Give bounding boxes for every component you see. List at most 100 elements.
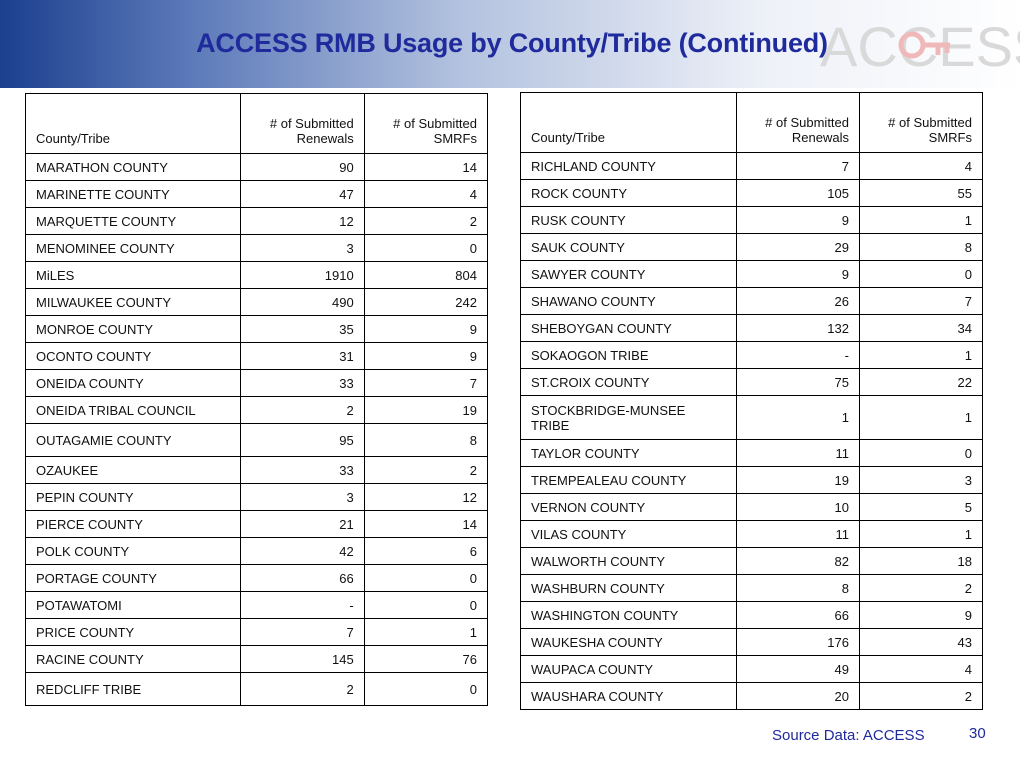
county-name-cell: POLK COUNTY	[24, 537, 242, 565]
smrfs-cell: 1	[859, 206, 983, 234]
smrfs-cell: 76	[363, 645, 489, 673]
smrfs-cell: 7	[363, 369, 489, 397]
county-name-cell: WAUPACA COUNTY	[520, 655, 737, 683]
table-row: VERNON COUNTY 10 5	[520, 493, 983, 521]
table-row: WASHINGTON COUNTY 66 9	[520, 601, 983, 629]
table-row: PRICE COUNTY 7 1	[24, 618, 489, 646]
renewals-cell: 132	[736, 314, 860, 342]
smrfs-cell: 242	[363, 288, 489, 316]
renewals-cell: 490	[240, 288, 365, 316]
renewals-cell: 2	[240, 396, 365, 424]
table-row: OUTAGAMIE COUNTY 95 8	[24, 423, 489, 457]
table-row: SAWYER COUNTY 9 0	[520, 260, 983, 288]
smrfs-cell: 3	[859, 466, 983, 494]
county-name-cell: OCONTO COUNTY	[24, 342, 242, 370]
table-row: WAUKESHA COUNTY 176 43	[520, 628, 983, 656]
renewals-cell: 49	[736, 655, 860, 683]
smrfs-cell: 1	[859, 520, 983, 548]
smrfs-cell: 18	[859, 547, 983, 575]
county-name-cell: STOCKBRIDGE-MUNSEE TRIBE	[520, 395, 737, 440]
table-row: WASHBURN COUNTY 8 2	[520, 574, 983, 602]
table-row: MiLES 1910 804	[24, 261, 489, 289]
county-name-cell: PORTAGE COUNTY	[24, 564, 242, 592]
table-row: MONROE COUNTY 35 9	[24, 315, 489, 343]
renewals-cell: 33	[240, 456, 365, 484]
county-name-cell: ROCK COUNTY	[520, 179, 737, 207]
smrfs-cell: 19	[363, 396, 489, 424]
key-icon	[898, 31, 950, 59]
smrfs-cell: 0	[363, 591, 489, 619]
smrfs-cell: 9	[363, 342, 489, 370]
smrfs-cell: 2	[859, 574, 983, 602]
county-name-cell: MONROE COUNTY	[24, 315, 242, 343]
county-name-cell: SHAWANO COUNTY	[520, 287, 737, 315]
county-name-cell: MENOMINEE COUNTY	[24, 234, 242, 262]
source-note: Source Data: ACCESS	[772, 727, 925, 744]
county-name-cell: MARATHON COUNTY	[24, 153, 242, 181]
smrfs-cell: 9	[859, 601, 983, 629]
renewals-cell: 3	[240, 234, 365, 262]
table-row: PIERCE COUNTY 21 14	[24, 510, 489, 538]
county-name-cell: WALWORTH COUNTY	[520, 547, 737, 575]
renewals-cell: 42	[240, 537, 365, 565]
smrfs-cell: 14	[363, 153, 489, 181]
renewals-cell: 66	[736, 601, 860, 629]
table-row: ST.CROIX COUNTY 75 22	[520, 368, 983, 396]
table-row: WALWORTH COUNTY 82 18	[520, 547, 983, 575]
smrfs-cell: 6	[363, 537, 489, 565]
table-row: MARQUETTE COUNTY 12 2	[24, 207, 489, 235]
county-name-cell: ONEIDA TRIBAL COUNCIL	[24, 396, 242, 424]
column-header-county: County/Tribe	[24, 93, 242, 154]
table-row: PEPIN COUNTY 3 12	[24, 483, 489, 511]
page-number: 30	[969, 725, 986, 742]
table-row: MARINETTE COUNTY 47 4	[24, 180, 489, 208]
renewals-cell: 20	[736, 682, 860, 710]
table-row: POTAWATOMI -0	[24, 591, 489, 619]
renewals-cell: 12	[240, 207, 365, 235]
table-row: POLK COUNTY 42 6	[24, 537, 489, 565]
table-row: TREMPEALEAU COUNTY 19 3	[520, 466, 983, 494]
county-name-cell: MILWAUKEE COUNTY	[24, 288, 242, 316]
renewals-cell: 33	[240, 369, 365, 397]
table-row: MARATHON COUNTY 90 14	[24, 153, 489, 181]
county-name-cell: PIERCE COUNTY	[24, 510, 242, 538]
slide-title: ACCESS RMB Usage by County/Tribe (Contin…	[196, 28, 828, 58]
county-name-cell: SOKAOGON TRIBE	[520, 341, 737, 369]
table-row: MILWAUKEE COUNTY 490 242	[24, 288, 489, 316]
renewals-cell: 2	[240, 672, 365, 706]
renewals-cell: 31	[240, 342, 365, 370]
table-row: ROCK COUNTY 105 55	[520, 179, 983, 207]
smrfs-cell: 4	[363, 180, 489, 208]
county-name-cell: SAUK COUNTY	[520, 233, 737, 261]
county-name-cell: REDCLIFF TRIBE	[24, 672, 242, 706]
renewals-cell: 11	[736, 439, 860, 467]
renewals-cell: 9	[736, 260, 860, 288]
renewals-cell: 47	[240, 180, 365, 208]
county-name-cell: OUTAGAMIE COUNTY	[24, 423, 242, 457]
table-row: PORTAGE COUNTY 66 0	[24, 564, 489, 592]
table-row: RICHLAND COUNTY 7 4	[520, 152, 983, 180]
table-row: RUSK COUNTY 9 1	[520, 206, 983, 234]
smrfs-cell: 7	[859, 287, 983, 315]
table-row: REDCLIFF TRIBE 2 0	[24, 672, 489, 706]
renewals-cell: 7	[240, 618, 365, 646]
usage-table-left: County/Tribe # of Submitted Renewals # of…	[24, 93, 489, 706]
smrfs-cell: 0	[363, 234, 489, 262]
renewals-cell: 90	[240, 153, 365, 181]
table-row: WAUSHARA COUNTY 20 2	[520, 682, 983, 710]
smrfs-cell: 2	[363, 207, 489, 235]
smrfs-cell: 1	[859, 341, 983, 369]
column-header-renewals: # of Submitted Renewals	[736, 92, 860, 153]
table-row: MENOMINEE COUNTY 3 0	[24, 234, 489, 262]
renewals-cell: 10	[736, 493, 860, 521]
smrfs-cell: 9	[363, 315, 489, 343]
table-row: SOKAOGON TRIBE -1	[520, 341, 983, 369]
renewals-cell: 19	[736, 466, 860, 494]
table-row: SHEBOYGAN COUNTY 132 34	[520, 314, 983, 342]
header-band	[0, 0, 1024, 88]
county-name-cell: SAWYER COUNTY	[520, 260, 737, 288]
smrfs-cell: 5	[859, 493, 983, 521]
renewals-cell: 7	[736, 152, 860, 180]
smrfs-cell: 2	[859, 682, 983, 710]
county-name-cell: VILAS COUNTY	[520, 520, 737, 548]
